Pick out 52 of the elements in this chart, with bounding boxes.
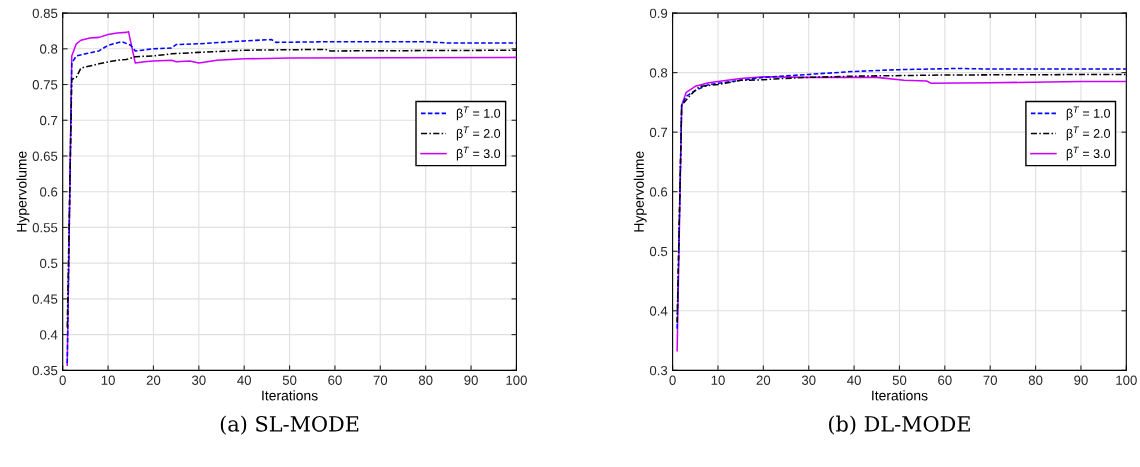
y-tick-label: 0.45: [32, 294, 58, 304]
x-tick-label: 40: [847, 375, 861, 385]
x-tick-label: 70: [983, 375, 998, 385]
x-tick-label: 30: [191, 375, 206, 385]
x-axis-title: Iterations: [262, 390, 318, 401]
y-axis-title: Hypervolume: [16, 151, 30, 232]
legend-label: β$^{T}$ = 1.0: [456, 106, 501, 121]
y-tick-label: 0.65: [32, 151, 58, 161]
x-tick-label: 100: [1116, 375, 1137, 385]
y-tick-label: 0.35: [32, 365, 58, 376]
y-tick-label: 0.85: [32, 8, 58, 18]
y-tick-label: 0.3: [649, 365, 668, 376]
text: (a) SL-MODE: [220, 415, 359, 435]
x-tick-label: 0: [59, 375, 66, 385]
y-tick-label: 0.6: [40, 187, 58, 197]
y-tick-label: 0.7: [40, 115, 58, 126]
y-tick-label: 0.75: [32, 80, 58, 90]
x-tick-label: 50: [282, 375, 297, 385]
legend-label: β$^{T}$ = 2.0: [1066, 126, 1111, 141]
y-tick-label: 0.8: [40, 44, 58, 54]
x-tick-label: 70: [373, 375, 388, 385]
text: (b) DL-MODE: [829, 415, 970, 435]
x-tick-label: 60: [328, 375, 342, 385]
x-tick-label: 50: [892, 375, 907, 385]
x-tick-label: 100: [506, 375, 527, 385]
legend-label: β$^{T}$ = 1.0: [1066, 106, 1111, 121]
y-tick-label: 0.9: [649, 8, 668, 18]
y-tick-label: 0.5: [649, 246, 668, 257]
y-tick-label: 0.55: [32, 223, 58, 233]
y-tick-label: 0.6: [649, 187, 668, 197]
y-tick-label: 0.7: [649, 127, 668, 138]
x-tick-label: 90: [1074, 375, 1088, 385]
y-tick-label: 0.5: [40, 258, 58, 269]
legend-label: β$^{T}$ = 3.0: [456, 146, 501, 161]
x-tick-label: 80: [418, 375, 433, 385]
x-tick-label: 20: [146, 375, 161, 385]
x-tick-label: 80: [1028, 375, 1043, 385]
legend-label: β$^{T}$ = 2.0: [456, 126, 501, 141]
x-tick-label: 60: [938, 375, 952, 385]
x-tick-label: 20: [756, 375, 771, 385]
x-tick-label: 90: [464, 375, 478, 385]
x-tick-label: 30: [801, 375, 816, 385]
y-tick-label: 0.4: [40, 330, 58, 340]
legend-label: β$^{T}$ = 3.0: [1066, 146, 1111, 161]
x-tick-label: 10: [101, 375, 115, 385]
y-axis-title: Hypervolume: [633, 151, 647, 232]
y-tick-label: 0.4: [649, 306, 668, 316]
x-tick-label: 40: [237, 375, 252, 385]
x-axis-title: Iterations: [872, 390, 928, 401]
y-tick-label: 0.8: [649, 68, 668, 78]
x-tick-label: 0: [669, 375, 676, 385]
x-tick-label: 10: [711, 375, 725, 385]
